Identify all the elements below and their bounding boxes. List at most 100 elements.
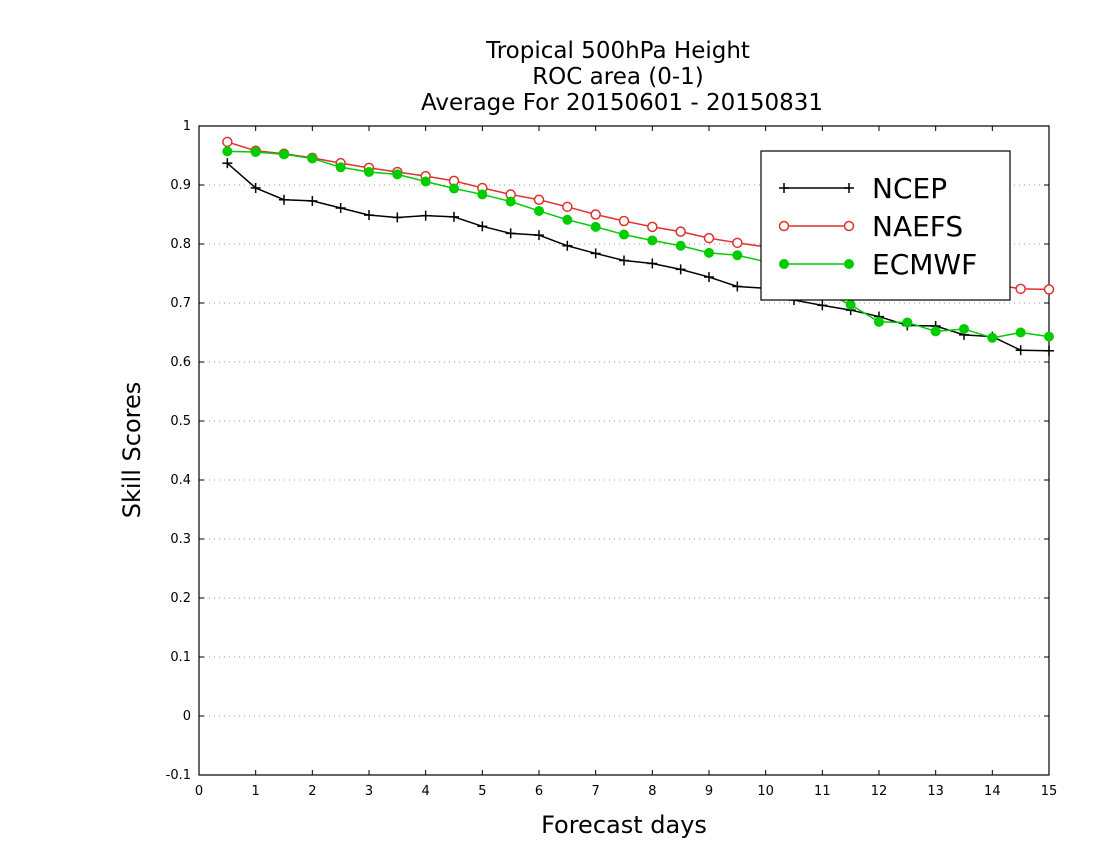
data-point <box>704 272 714 283</box>
data-point <box>477 221 488 232</box>
data-point <box>1015 345 1026 356</box>
data-point <box>675 226 686 237</box>
data-point <box>619 229 629 240</box>
data-point <box>505 228 516 239</box>
y-tick-label: 0.1 <box>170 650 191 665</box>
data-point <box>279 149 289 160</box>
grid-lines <box>199 184 1049 717</box>
y-tick-label: 0.9 <box>170 178 191 193</box>
x-tick-label: 10 <box>757 784 774 799</box>
data-point <box>279 194 289 205</box>
legend-label: ECMWF <box>872 248 977 281</box>
legend-item-ecmwf: ECMWF <box>779 248 977 281</box>
data-point <box>364 210 374 221</box>
x-tick-label: 4 <box>422 784 430 799</box>
legend-marker <box>844 259 854 269</box>
data-point <box>959 323 969 334</box>
series-ecmwf <box>222 146 1054 343</box>
x-tick-label: 8 <box>648 784 656 799</box>
data-point <box>732 250 743 261</box>
x-axis-ticks: 0 1 2 3 4 5 6 7 8 9 10 11 12 13 14 15 <box>195 126 1057 799</box>
y-tick-label: 0.8 <box>170 237 191 252</box>
data-point <box>732 237 743 249</box>
x-tick-label: 5 <box>478 784 486 799</box>
data-point <box>335 162 346 173</box>
x-tick-label: 15 <box>1041 784 1058 799</box>
data-point <box>449 211 459 222</box>
y-tick-label: -0.1 <box>166 768 191 783</box>
legend-item-ncep: NCEP <box>779 172 947 205</box>
data-point <box>590 221 601 232</box>
x-tick-label: 6 <box>535 784 543 799</box>
data-point <box>1015 283 1026 295</box>
legend-marker <box>779 183 789 193</box>
data-point <box>647 221 658 233</box>
data-point <box>675 264 686 275</box>
data-point <box>590 248 601 259</box>
data-point <box>590 209 601 220</box>
data-point <box>902 317 913 328</box>
data-point <box>647 235 658 246</box>
data-point <box>505 196 516 207</box>
data-point <box>307 195 318 206</box>
data-point <box>732 281 743 292</box>
legend-item-naefs: NAEFS <box>778 210 963 243</box>
title-line-3: Average For 20150601 - 20150831 <box>421 90 823 116</box>
x-tick-label: 14 <box>984 784 1001 799</box>
legend-marker <box>844 183 854 193</box>
data-point <box>874 316 884 327</box>
data-point <box>1015 327 1026 338</box>
x-tick-label: 1 <box>252 784 260 799</box>
data-point <box>534 205 544 216</box>
y-tick-label: 0.6 <box>170 355 191 370</box>
plot-frame <box>198 125 1050 776</box>
data-point <box>222 136 233 148</box>
legend-box <box>760 150 1011 301</box>
data-point <box>562 201 573 213</box>
data-point <box>250 182 261 193</box>
data-point <box>1044 345 1054 356</box>
x-axis-label: Forecast days <box>541 811 707 839</box>
x-tick-label: 9 <box>705 784 713 799</box>
x-tick-label: 2 <box>308 784 316 799</box>
data-point <box>817 300 828 311</box>
x-tick-label: 12 <box>871 784 888 799</box>
data-point <box>420 210 431 221</box>
data-point <box>845 299 856 310</box>
legend-marker <box>778 220 790 232</box>
y-tick-label: 0.3 <box>170 532 191 547</box>
data-point <box>477 189 488 200</box>
data-point <box>930 326 941 337</box>
data-point <box>562 240 573 251</box>
y-axis-ticks: -0.1 0 0.1 0.2 0.3 0.4 0.5 0.6 0.7 0.8 0.9 1 <box>166 119 1049 783</box>
legend-marker <box>779 259 789 269</box>
y-axis-label: Skill Scores <box>118 382 146 519</box>
data-point <box>647 258 658 269</box>
x-tick-label: 11 <box>814 784 831 799</box>
x-tick-label: 0 <box>195 784 203 799</box>
y-tick-label: 0.4 <box>170 473 191 488</box>
x-tick-label: 13 <box>927 784 944 799</box>
data-point <box>364 167 374 178</box>
data-point <box>703 232 715 244</box>
data-point <box>618 215 630 227</box>
x-tick-label: 7 <box>592 784 600 799</box>
title-line-2: ROC area (0-1) <box>532 64 704 90</box>
data-point <box>392 212 403 223</box>
data-point <box>675 240 686 251</box>
y-tick-label: 0.2 <box>170 591 191 606</box>
legend-label: NCEP <box>872 172 947 205</box>
x-tick-label: 3 <box>365 784 373 799</box>
data-point <box>449 183 459 194</box>
title-line-1: Tropical 500hPa Height <box>485 38 750 64</box>
data-point <box>222 146 233 157</box>
data-point <box>307 153 318 164</box>
data-point <box>335 203 346 214</box>
data-point <box>420 176 431 187</box>
legend-label: NAEFS <box>872 210 963 243</box>
data-point <box>392 169 403 180</box>
data-point <box>222 158 233 169</box>
data-point <box>250 146 261 157</box>
y-tick-label: 0 <box>183 709 191 724</box>
